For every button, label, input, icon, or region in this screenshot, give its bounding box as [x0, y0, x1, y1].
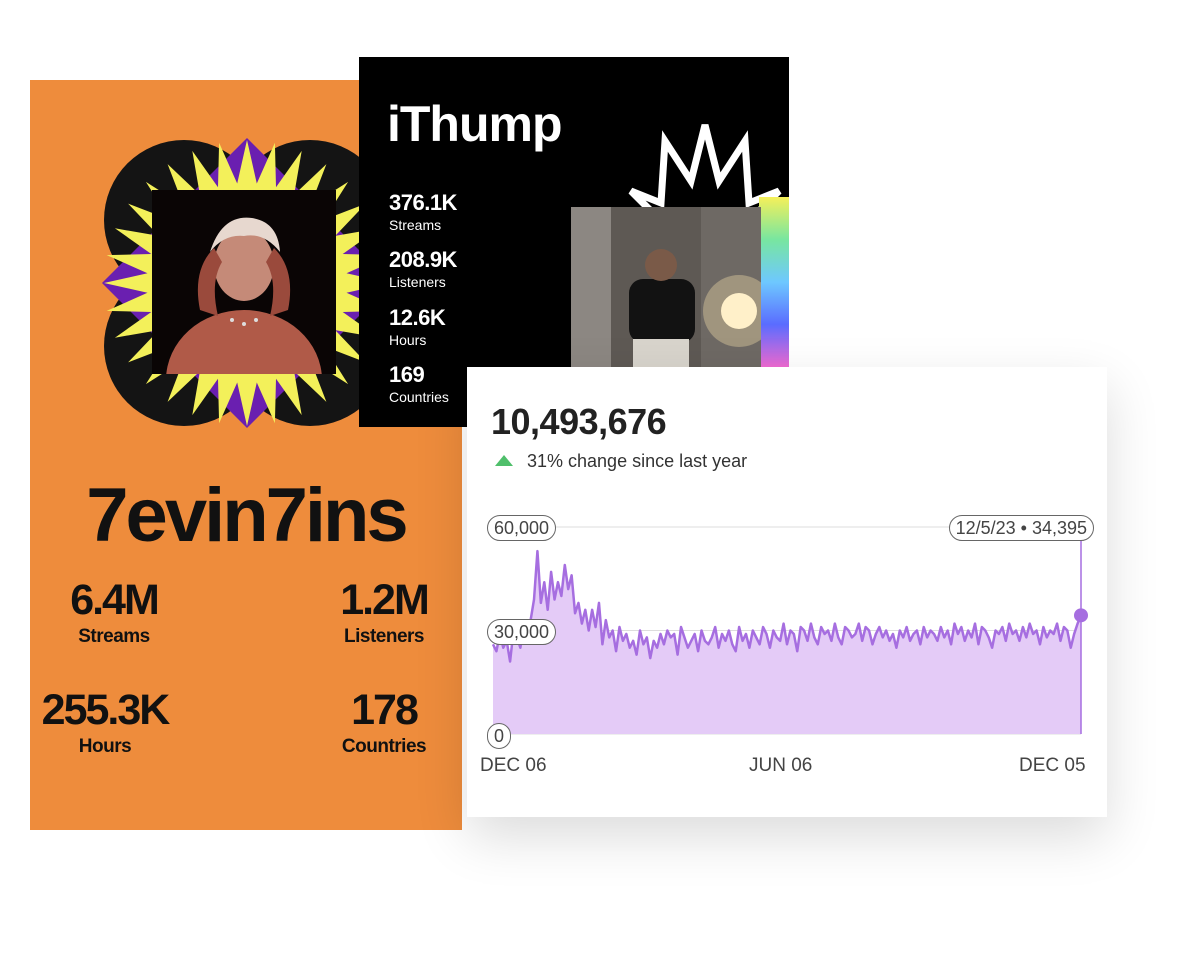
streams-area-chart[interactable] — [467, 367, 1107, 817]
artist-name: 7evin7ins — [86, 473, 408, 558]
stat-hours: 12.6K Hours — [389, 305, 446, 349]
y-tick-label: 30,000 — [487, 619, 557, 645]
stat-hours: 255.3K Hours — [30, 686, 180, 758]
selected-data-point[interactable] — [1074, 608, 1088, 623]
artist-photo — [152, 190, 336, 374]
stat-value: 6.4M — [70, 576, 160, 624]
x-tick-label: DEC 05 — [1019, 755, 1086, 776]
stat-label: Listeners — [344, 626, 424, 647]
stat-label: Hours — [78, 736, 132, 757]
stat-streams: 376.1K Streams — [389, 190, 457, 234]
stat-value: 169 — [389, 362, 425, 387]
stat-listeners: 208.9K Listeners — [389, 247, 457, 291]
crown-icon — [628, 124, 782, 221]
streams-area-fill — [493, 551, 1081, 734]
stat-value: 178 — [351, 686, 419, 734]
stat-value: 255.3K — [41, 686, 171, 734]
stat-countries: 169 Countries — [389, 362, 449, 406]
stat-label: Streams — [78, 626, 150, 647]
artist-photo — [571, 207, 761, 367]
stat-listeners: 1.2M Listeners — [314, 576, 454, 648]
stat-label: Streams — [389, 217, 442, 233]
y-tick-label: 60,000 — [487, 515, 557, 541]
stat-value: 12.6K — [389, 305, 446, 330]
streams-series-line — [491, 549, 1083, 663]
chart-tooltip: 12/5/23 • 34,395 — [948, 515, 1094, 541]
x-tick-label: DEC 06 — [480, 755, 547, 776]
triangle-up-icon — [495, 455, 513, 466]
change-text: 31% change since last year — [527, 451, 748, 471]
x-tick-label: JUN 06 — [749, 755, 813, 776]
stat-value: 1.2M — [340, 576, 430, 624]
stat-label: Listeners — [389, 274, 446, 290]
stat-streams: 6.4M Streams — [44, 576, 184, 648]
stat-label: Hours — [389, 332, 427, 348]
album-art-badge — [102, 138, 392, 428]
stat-label: Countries — [389, 389, 449, 405]
rainbow-strip-graphic — [759, 197, 789, 367]
stat-label: Countries — [341, 736, 427, 757]
stat-value: 208.9K — [389, 247, 457, 272]
yearly-change: 31% change since last year — [495, 451, 747, 472]
stat-value: 376.1K — [389, 190, 457, 215]
artist-name: iThump — [387, 96, 563, 152]
total-streams-value: 10,493,676 — [491, 401, 667, 442]
stat-countries: 178 Countries — [314, 686, 454, 758]
y-tick-label: 0 — [487, 723, 512, 749]
streams-chart-card: 10,493,676 31% change since last year 60… — [467, 367, 1107, 817]
artist-card-ithump: iThump 376.1K Streams 208.9K Listeners 1… — [359, 57, 789, 427]
